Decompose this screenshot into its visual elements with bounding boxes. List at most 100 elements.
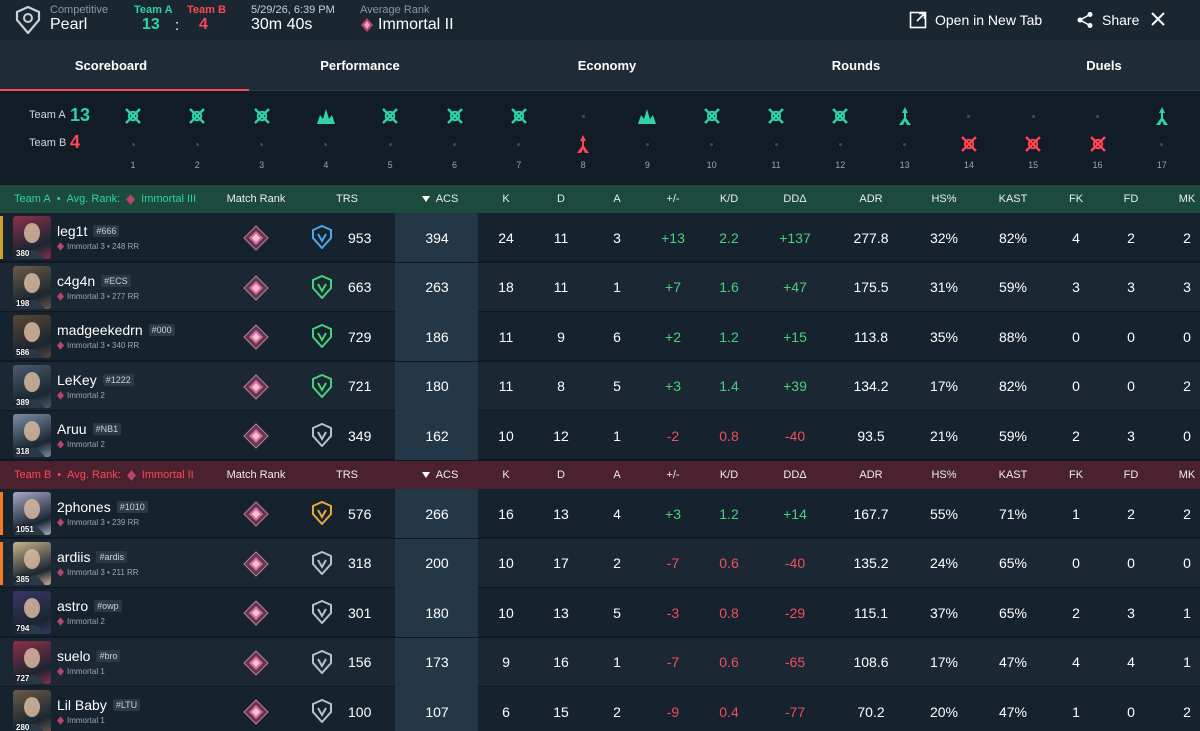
player-name[interactable]: madgeekedrn bbox=[57, 322, 143, 338]
column-header-kast[interactable]: KAST bbox=[988, 461, 1038, 489]
player-name[interactable]: LeKey bbox=[57, 371, 97, 388]
player-name-group[interactable]: Lil Baby #LTU bbox=[57, 697, 141, 713]
tab-performance[interactable]: Performance bbox=[320, 58, 400, 73]
column-header-k[interactable]: K bbox=[481, 461, 531, 489]
tab-duels[interactable]: Duels bbox=[1086, 58, 1122, 73]
column-header-match-rank[interactable]: Match Rank bbox=[221, 461, 291, 489]
player-name[interactable]: suelo bbox=[57, 647, 91, 664]
column-header-acs[interactable]: ACS bbox=[412, 461, 468, 489]
account-level: 586 bbox=[16, 348, 30, 357]
column-header-adr[interactable]: ADR bbox=[846, 185, 896, 213]
player-name[interactable]: c4g4n bbox=[57, 272, 96, 289]
round-result[interactable] bbox=[252, 106, 272, 131]
column-header-plus-minus[interactable]: +/- bbox=[648, 461, 698, 489]
share-button[interactable]: Share bbox=[1076, 10, 1139, 30]
avatar[interactable]: 280 bbox=[13, 690, 51, 731]
player-row[interactable]: 794 astro #owp Immortal 2 301 180 10 13 5 -3 0.8 -2… bbox=[0, 588, 1200, 637]
column-header-trs[interactable]: TRS bbox=[322, 185, 372, 213]
player-row[interactable]: 380 leg1t #666 Immortal 3 • 248 RR 953 394 24 1… bbox=[0, 213, 1200, 262]
player-name[interactable]: Aruu bbox=[57, 421, 87, 437]
close-icon[interactable] bbox=[1148, 9, 1168, 29]
round-result[interactable] bbox=[316, 106, 336, 131]
column-header-hs[interactable]: HS% bbox=[919, 185, 969, 213]
avatar[interactable]: 586 bbox=[13, 315, 51, 358]
round-result[interactable] bbox=[702, 106, 722, 131]
avatar[interactable]: 198 bbox=[13, 265, 51, 309]
player-name[interactable]: leg1t bbox=[57, 223, 88, 239]
player-name-group[interactable]: suelo #bro bbox=[57, 647, 121, 664]
player-row[interactable]: 727 suelo #bro Immortal 1 156 173 9 16 1 -7 0.6 -65… bbox=[0, 637, 1200, 687]
player-row[interactable]: 586 madgeekedrn #000 Immortal 3 • 340 RR 729… bbox=[0, 312, 1200, 361]
player-name[interactable]: 2phones bbox=[57, 499, 111, 515]
match-rank-icon bbox=[243, 373, 269, 400]
column-header-d[interactable]: D bbox=[536, 185, 586, 213]
column-header-fd[interactable]: FD bbox=[1106, 461, 1156, 489]
round-result[interactable] bbox=[1088, 134, 1108, 159]
tab-rounds[interactable]: Rounds bbox=[831, 58, 881, 73]
avatar[interactable]: 794 bbox=[13, 591, 51, 634]
avatar[interactable]: 727 bbox=[13, 640, 51, 684]
column-header-adr[interactable]: ADR bbox=[846, 461, 896, 489]
round-result[interactable] bbox=[766, 106, 786, 131]
player-row[interactable]: 385 ardiis #ardis Immortal 3 • 211 RR 318 200… bbox=[0, 538, 1200, 588]
plus-minus-value: +13 bbox=[661, 229, 685, 246]
column-header-mk[interactable]: MK bbox=[1162, 185, 1200, 213]
open-new-tab-button[interactable]: Open in New Tab bbox=[909, 10, 1042, 30]
player-name[interactable]: astro bbox=[57, 598, 89, 614]
player-row[interactable]: 198 c4g4n #ECS Immortal 3 • 277 RR 663 263 18 1… bbox=[0, 262, 1200, 312]
column-header-match-rank[interactable]: Match Rank bbox=[221, 185, 291, 213]
column-header-kd[interactable]: K/D bbox=[704, 185, 754, 213]
player-name-group[interactable]: LeKey #1222 bbox=[57, 372, 134, 388]
player-row[interactable]: 389 LeKey #1222 Immortal 2 721 180 11 8 5 +3 1.4 +3… bbox=[0, 361, 1200, 411]
round-result[interactable] bbox=[445, 106, 465, 131]
player-name-group[interactable]: 2phones #1010 bbox=[57, 499, 148, 515]
column-header-a[interactable]: A bbox=[592, 461, 642, 489]
column-header-fd[interactable]: FD bbox=[1106, 185, 1156, 213]
column-header-kast[interactable]: KAST bbox=[988, 185, 1038, 213]
round-result[interactable] bbox=[573, 134, 593, 159]
round-result[interactable] bbox=[509, 106, 529, 131]
column-header-dd-delta[interactable]: DDΔ bbox=[770, 461, 820, 489]
avatar[interactable]: 385 bbox=[13, 541, 51, 585]
player-row[interactable]: 1051 2phones #1010 Immortal 3 • 239 RR 576 26… bbox=[0, 489, 1200, 538]
round-result[interactable] bbox=[380, 106, 400, 131]
player-name-group[interactable]: madgeekedrn #000 bbox=[57, 322, 175, 338]
player-name[interactable]: ardiis bbox=[57, 548, 91, 565]
round-result[interactable] bbox=[123, 106, 143, 131]
column-header-fk[interactable]: FK bbox=[1051, 185, 1101, 213]
round-result[interactable] bbox=[895, 106, 915, 131]
round-result[interactable] bbox=[830, 106, 850, 131]
column-header-plus-minus[interactable]: +/- bbox=[648, 185, 698, 213]
column-header-hs[interactable]: HS% bbox=[919, 461, 969, 489]
column-header-dd-delta[interactable]: DDΔ bbox=[770, 185, 820, 213]
column-header-trs[interactable]: TRS bbox=[322, 461, 372, 489]
tab-scoreboard[interactable]: Scoreboard bbox=[74, 58, 148, 73]
player-row[interactable]: 318 Aruu #NB1 Immortal 2 349 162 10 12 1 -2 0.8 -40… bbox=[0, 411, 1200, 460]
player-name-group[interactable]: ardiis #ardis bbox=[57, 549, 127, 565]
avatar[interactable]: 1051 bbox=[13, 492, 51, 535]
round-result[interactable] bbox=[1023, 134, 1043, 159]
column-header-a[interactable]: A bbox=[592, 185, 642, 213]
player-name-group[interactable]: c4g4n #ECS bbox=[57, 273, 131, 289]
avatar[interactable]: 380 bbox=[13, 216, 51, 259]
column-header-kd[interactable]: K/D bbox=[704, 461, 754, 489]
round-result[interactable] bbox=[187, 106, 207, 131]
player-name-group[interactable]: astro #owp bbox=[57, 598, 122, 614]
column-header-acs[interactable]: ACS bbox=[412, 185, 468, 213]
column-header-d[interactable]: D bbox=[536, 461, 586, 489]
column-header-fk[interactable]: FK bbox=[1051, 461, 1101, 489]
round-result[interactable] bbox=[959, 134, 979, 159]
round-result[interactable] bbox=[1152, 106, 1172, 131]
column-header-k[interactable]: K bbox=[481, 185, 531, 213]
tab-economy[interactable]: Economy bbox=[577, 58, 637, 73]
column-header-mk[interactable]: MK bbox=[1162, 461, 1200, 489]
avatar[interactable]: 318 bbox=[13, 414, 51, 457]
avatar[interactable]: 389 bbox=[13, 364, 51, 408]
defuse-icon bbox=[832, 108, 849, 124]
round-result[interactable] bbox=[637, 106, 657, 131]
player-name-group[interactable]: leg1t #666 bbox=[57, 223, 120, 239]
player-name[interactable]: Lil Baby bbox=[57, 697, 107, 713]
player-name-group[interactable]: Aruu #NB1 bbox=[57, 421, 122, 437]
player-row[interactable]: 280 Lil Baby #LTU Immortal 1 100 107 6 15 2 -9 0.4… bbox=[0, 687, 1200, 731]
app-logo-icon[interactable] bbox=[14, 6, 42, 34]
